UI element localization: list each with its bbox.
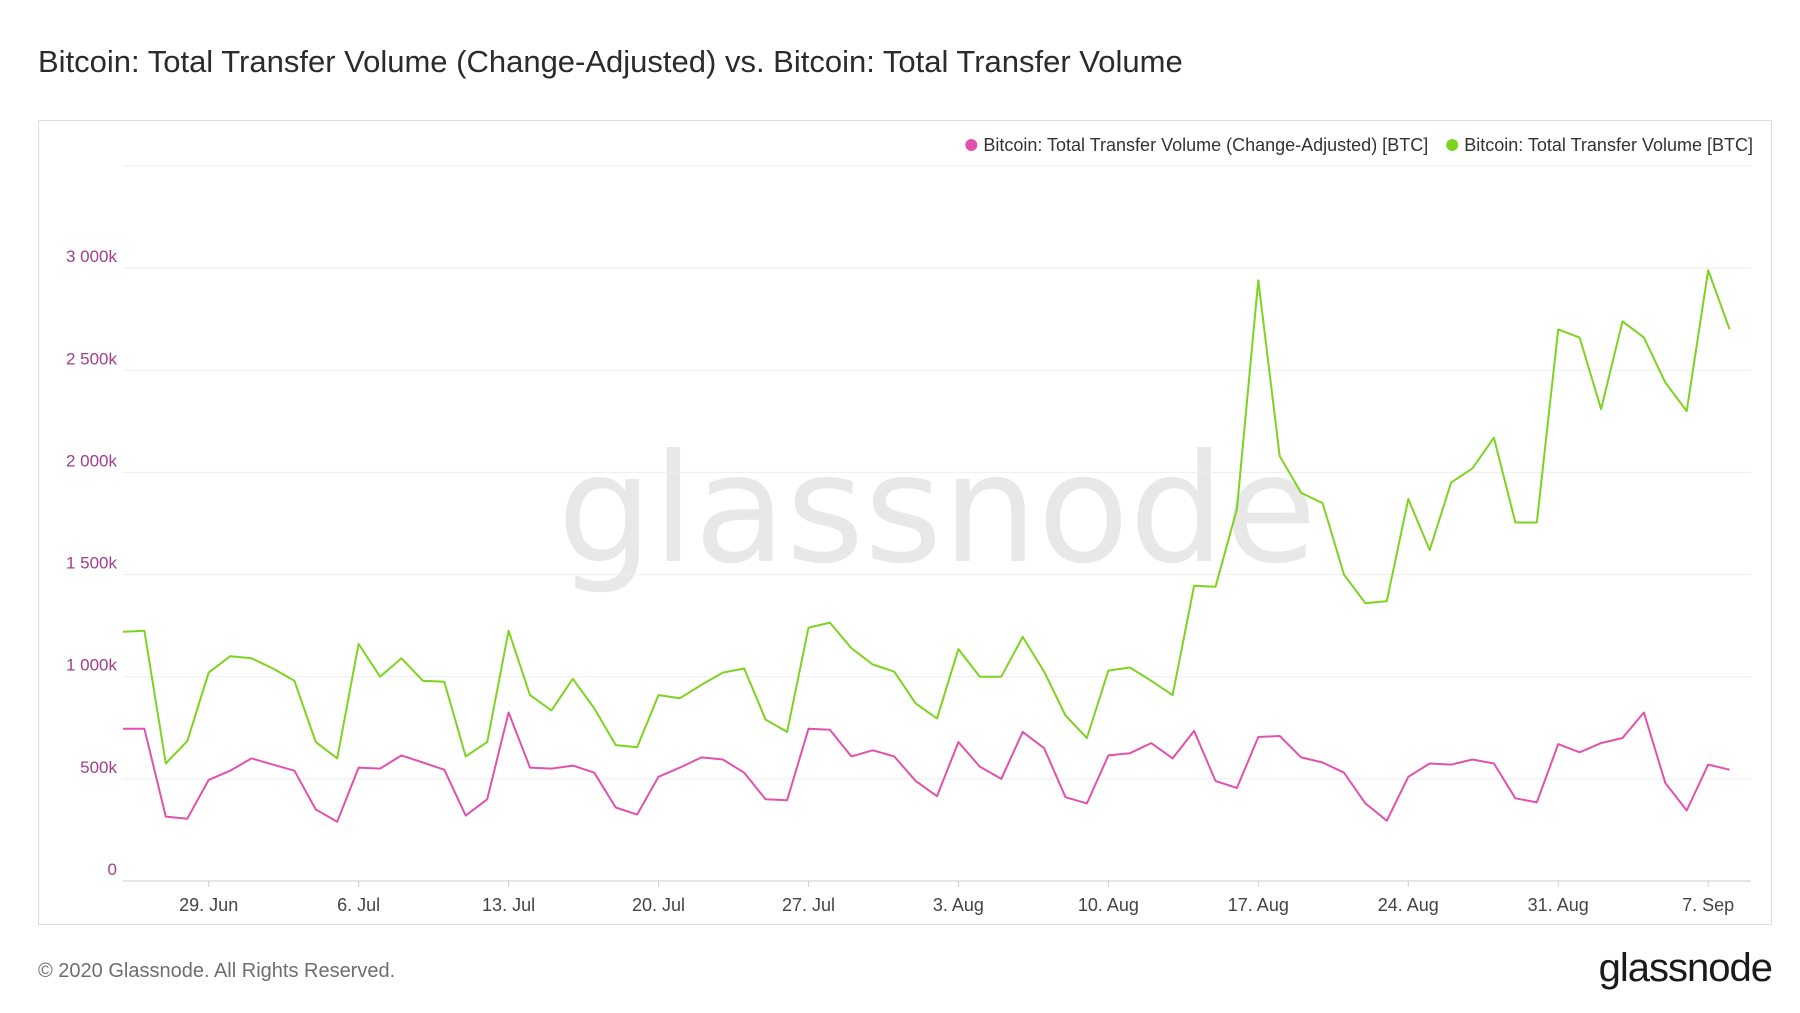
y-tick-label: 0 [108, 860, 117, 879]
legend-marker [965, 139, 978, 151]
y-tick-label: 2 000k [66, 451, 118, 470]
y-tick-label: 3 000k [66, 247, 118, 266]
glassnode-watermark: glassnode [557, 423, 1316, 597]
x-tick-label: 20. Jul [632, 895, 685, 915]
x-tick-label: 6. Jul [337, 895, 380, 915]
x-tick-label: 29. Jun [179, 895, 238, 915]
legend-label: Bitcoin: Total Transfer Volume [BTC] [1464, 135, 1753, 155]
x-tick-label: 13. Jul [482, 895, 535, 915]
legend-marker [1446, 139, 1459, 151]
x-tick-label: 3. Aug [933, 895, 984, 915]
x-tick-label: 10. Aug [1078, 895, 1139, 915]
series-line-total [122, 269, 1731, 765]
line-chart: glassnode 0 500k 1 000k 1 500k 2 000k 2 500k 3 … [66, 135, 1753, 915]
series-line-change-adjusted [123, 711, 1730, 823]
x-tick-label: 24. Aug [1378, 895, 1439, 915]
x-tick-label: 27. Jul [782, 895, 835, 915]
glassnode-logo: glassnode [1598, 946, 1773, 990]
x-tick-label: 31. Aug [1528, 895, 1589, 915]
chart-frame: glassnode 0 500k 1 000k 1 500k 2 000k 2 500k 3 … [38, 120, 1772, 925]
y-tick-label: 1 500k [66, 554, 118, 573]
y-tick-label: 2 500k [66, 349, 118, 368]
chart-title: Bitcoin: Total Transfer Volume (Change-A… [38, 44, 1183, 79]
y-tick-label: 500k [80, 758, 117, 777]
y-tick-label: 1 000k [66, 656, 118, 675]
x-tick-label: 7. Sep [1682, 895, 1734, 915]
x-tick-label: 17. Aug [1228, 895, 1289, 915]
copyright-footer: © 2020 Glassnode. All Rights Reserved. [38, 960, 396, 982]
legend-label: Bitcoin: Total Transfer Volume (Change-A… [983, 135, 1428, 155]
